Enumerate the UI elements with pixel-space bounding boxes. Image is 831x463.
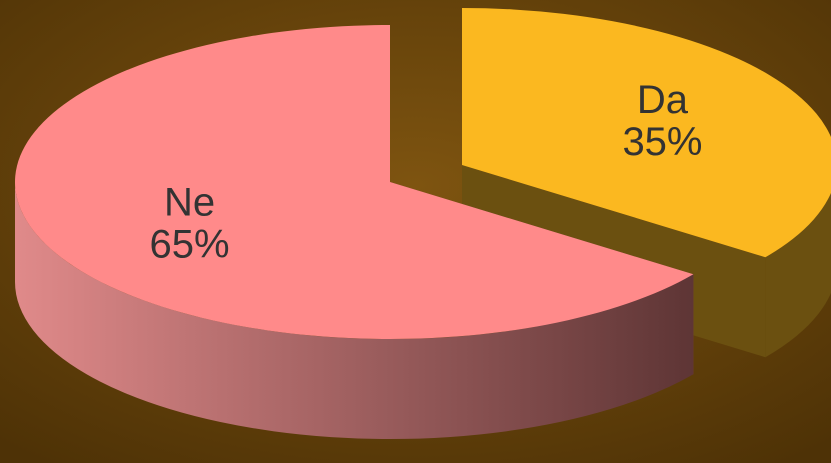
slice-value-label: 35% [622,120,702,164]
slice [462,8,831,258]
slice-value-label: 65% [149,222,229,266]
slice-side [15,182,694,439]
slice-side [765,192,831,358]
slice-category-label: Ne [164,180,215,224]
slice [14,25,694,339]
slice-category-label: Da [637,78,689,122]
